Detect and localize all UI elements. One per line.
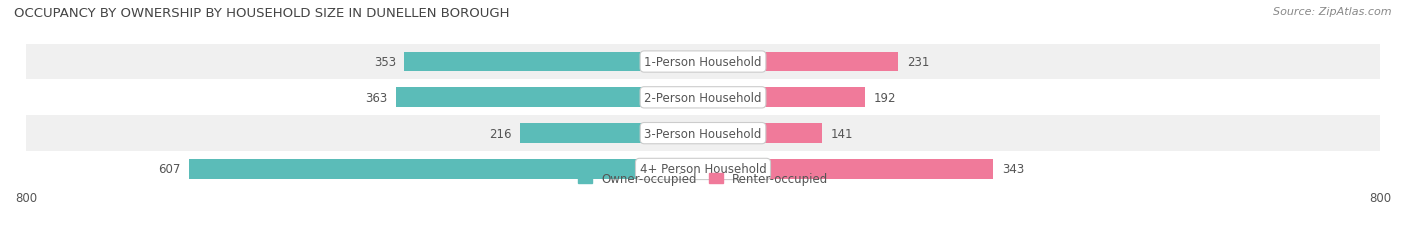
Text: Source: ZipAtlas.com: Source: ZipAtlas.com xyxy=(1274,7,1392,17)
Text: 2-Person Household: 2-Person Household xyxy=(644,91,762,104)
Bar xyxy=(703,159,993,179)
Text: 3-Person Household: 3-Person Household xyxy=(644,127,762,140)
Bar xyxy=(27,151,1379,187)
Text: 4+ Person Household: 4+ Person Household xyxy=(640,163,766,176)
Legend: Owner-occupied, Renter-occupied: Owner-occupied, Renter-occupied xyxy=(572,168,834,190)
Bar xyxy=(27,44,1379,80)
Bar xyxy=(703,52,898,72)
Text: 141: 141 xyxy=(831,127,853,140)
Bar xyxy=(27,80,1379,116)
Bar xyxy=(27,116,1379,151)
Text: 216: 216 xyxy=(489,127,512,140)
Text: OCCUPANCY BY OWNERSHIP BY HOUSEHOLD SIZE IN DUNELLEN BOROUGH: OCCUPANCY BY OWNERSHIP BY HOUSEHOLD SIZE… xyxy=(14,7,509,20)
Text: 353: 353 xyxy=(374,56,396,69)
Text: 1-Person Household: 1-Person Household xyxy=(644,56,762,69)
Bar xyxy=(396,88,703,108)
Text: 192: 192 xyxy=(875,91,897,104)
Bar xyxy=(520,124,703,143)
Text: 607: 607 xyxy=(159,163,181,176)
Text: 343: 343 xyxy=(1001,163,1024,176)
Bar xyxy=(703,124,823,143)
Bar xyxy=(703,88,866,108)
Bar xyxy=(405,52,703,72)
Bar xyxy=(190,159,703,179)
Text: 363: 363 xyxy=(366,91,388,104)
Text: 231: 231 xyxy=(907,56,929,69)
